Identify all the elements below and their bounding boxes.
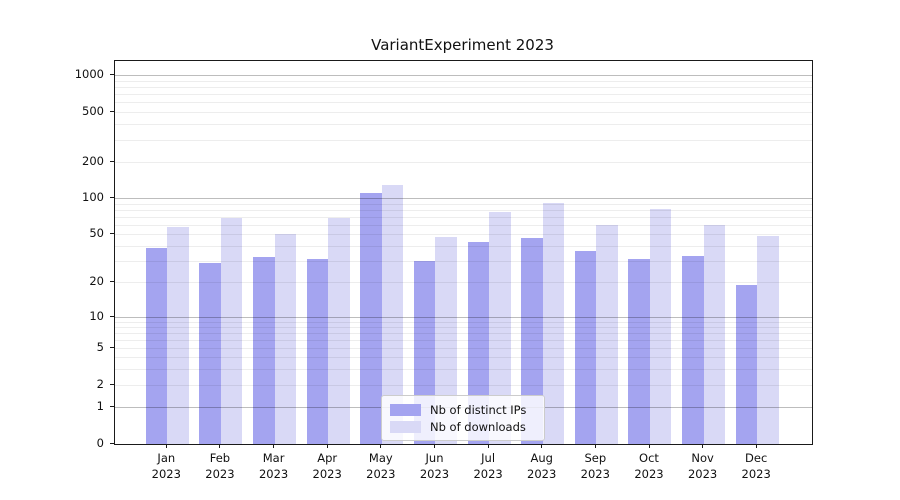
gridline-minor	[115, 139, 812, 141]
bar-downloads-mar	[274, 234, 297, 444]
y-tick-mark	[110, 110, 114, 112]
bar-downloads-sep	[596, 225, 618, 444]
gridline-major	[115, 198, 812, 199]
gridline-minor	[115, 216, 812, 218]
legend-swatch-downloads	[390, 420, 421, 433]
y-tick-label: 500	[82, 104, 104, 118]
bar-distinct-ips-jan	[145, 248, 168, 444]
y-tick-mark	[110, 196, 114, 198]
bar-distinct-ips-nov	[682, 255, 704, 444]
x-tick-mark	[541, 444, 543, 448]
gridline-major	[115, 75, 812, 76]
gridline-minor	[115, 162, 812, 163]
y-tick-label: 20	[89, 274, 104, 288]
y-tick-mark	[110, 315, 114, 317]
gridline-minor	[115, 80, 812, 82]
bar-distinct-ips-sep	[574, 251, 597, 444]
x-tick-label: Nov 2023	[687, 451, 718, 481]
plot-area: Nb of distinct IPs Nb of downloads	[114, 60, 813, 445]
y-tick-mark	[110, 73, 114, 75]
y-tick-mark	[110, 442, 114, 444]
x-tick-mark	[755, 444, 757, 448]
x-tick-mark	[702, 444, 704, 448]
bar-distinct-ips-dec	[735, 284, 758, 444]
y-tick-label: 1000	[74, 67, 104, 81]
y-tick-mark	[110, 346, 114, 348]
bar-distinct-ips-jul	[467, 241, 490, 444]
gridline-minor	[115, 102, 812, 104]
y-tick-label: 5	[96, 340, 104, 354]
gridline-minor	[115, 124, 812, 126]
gridline-minor	[115, 112, 812, 113]
bar-downloads-feb	[220, 218, 243, 444]
x-tick-label: Apr 2023	[312, 451, 342, 481]
y-tick-mark	[110, 280, 114, 282]
x-tick-mark	[487, 444, 489, 448]
x-tick-label: Feb 2023	[205, 451, 235, 481]
x-tick-label: Sep 2023	[580, 451, 610, 481]
y-tick-label: 50	[89, 226, 104, 240]
bar-downloads-jan	[167, 227, 189, 444]
y-tick-label: 1	[96, 399, 104, 413]
x-tick-label: Dec 2023	[741, 451, 771, 481]
gridline-minor	[115, 86, 812, 88]
x-tick-mark	[326, 444, 328, 448]
bar-distinct-ips-feb	[199, 262, 221, 444]
legend-swatch-distinct-ips	[390, 403, 421, 416]
bar-distinct-ips-apr	[306, 259, 329, 444]
bar-distinct-ips-mar	[253, 257, 275, 444]
bar-downloads-may	[381, 185, 404, 444]
legend-label: Nb of distinct IPs	[430, 402, 527, 417]
x-tick-mark	[165, 444, 167, 448]
x-tick-label: May 2023	[366, 451, 396, 481]
y-tick-mark	[110, 383, 114, 385]
legend-entry-distinct-ips: Nb of distinct IPs	[390, 401, 536, 418]
bar-distinct-ips-aug	[521, 238, 543, 444]
bar-downloads-jul	[489, 211, 511, 444]
bar-distinct-ips-may	[360, 193, 382, 444]
y-tick-mark	[110, 232, 114, 234]
x-tick-label: Oct 2023	[634, 451, 664, 481]
bar-downloads-apr	[328, 218, 350, 444]
x-tick-mark	[219, 444, 221, 448]
legend: Nb of distinct IPs Nb of downloads	[381, 395, 545, 441]
legend-label: Nb of downloads	[430, 419, 526, 434]
x-tick-label: Mar 2023	[258, 451, 289, 481]
y-tick-label: 10	[89, 309, 104, 323]
y-tick-label: 0	[96, 436, 104, 450]
bar-downloads-aug	[542, 202, 565, 444]
y-tick-label: 200	[82, 154, 104, 168]
x-tick-mark	[434, 444, 435, 448]
y-tick-mark	[110, 405, 114, 407]
x-tick-label: Jan 2023	[151, 451, 181, 481]
legend-entry-downloads: Nb of downloads	[390, 418, 536, 435]
y-tick-mark	[110, 160, 114, 162]
bar-distinct-ips-oct	[628, 259, 650, 444]
x-tick-mark	[273, 444, 275, 448]
bar-downloads-jun	[435, 237, 457, 444]
x-tick-mark	[648, 444, 650, 448]
bar-downloads-oct	[649, 208, 672, 444]
gridline-minor	[115, 203, 812, 205]
gridline-minor	[115, 209, 812, 211]
bar-downloads-nov	[703, 224, 726, 444]
x-tick-label: Aug 2023	[527, 451, 557, 481]
x-tick-label: Jun 2023	[419, 451, 450, 481]
y-tick-label: 100	[82, 190, 104, 204]
gridline-minor	[115, 94, 812, 95]
bar-downloads-dec	[757, 236, 779, 444]
x-tick-mark	[594, 444, 596, 448]
chart-title: VariantExperiment 2023	[371, 36, 554, 54]
x-tick-label: Jul 2023	[473, 451, 503, 481]
x-tick-mark	[380, 444, 382, 448]
y-tick-label: 2	[96, 377, 104, 391]
